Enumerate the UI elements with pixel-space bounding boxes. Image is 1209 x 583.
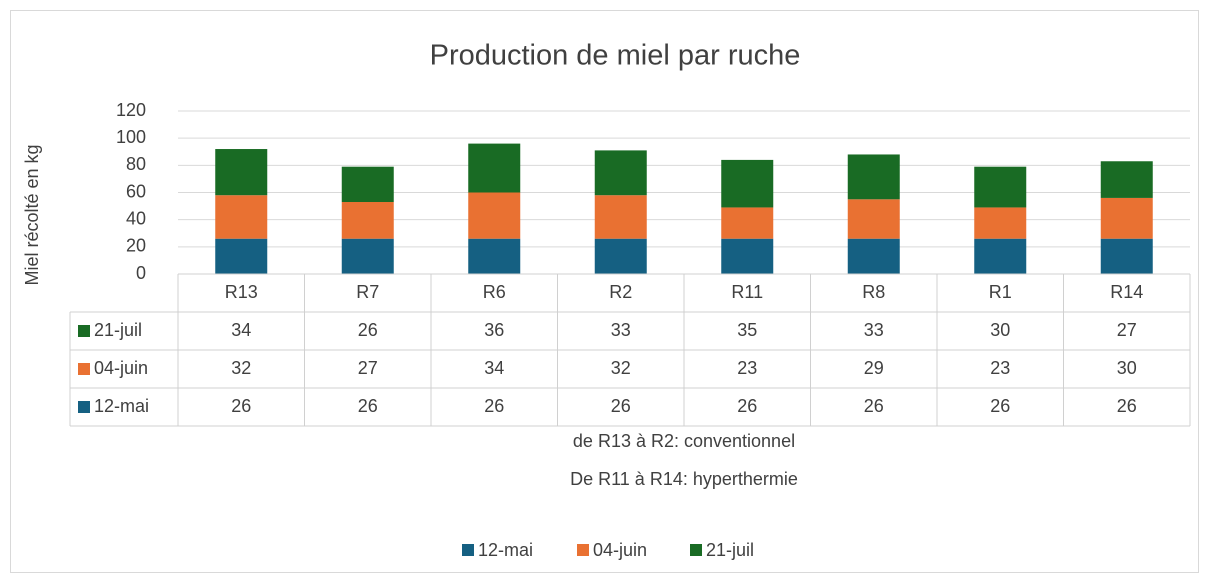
bar-segment	[341, 166, 394, 203]
x-tick-label: R6	[483, 282, 506, 302]
table-cell: 26	[358, 396, 378, 416]
table-cell: 35	[737, 320, 757, 340]
x-tick-label: R11	[731, 282, 763, 302]
table-cell: 30	[990, 320, 1010, 340]
bar-segment	[847, 238, 900, 274]
bar-segment	[974, 238, 1027, 274]
bar-segment	[847, 154, 900, 200]
table-cell: 26	[1117, 396, 1137, 416]
table-legend-key	[78, 363, 90, 375]
bar-segment	[468, 238, 521, 274]
table-cell: 26	[358, 320, 378, 340]
y-axis-label: Miel récolté en kg	[22, 144, 42, 285]
bar-segment	[594, 238, 647, 274]
y-tick-label: 100	[116, 127, 146, 147]
bar-segment	[594, 195, 647, 239]
table-cell: 34	[231, 320, 251, 340]
bar-segment	[341, 238, 394, 274]
bar-segment	[721, 207, 774, 239]
table-row-label: 21-juil	[94, 320, 142, 340]
table-cell: 33	[864, 320, 884, 340]
table-cell: 23	[737, 358, 757, 378]
table-cell: 26	[231, 396, 251, 416]
table-cell: 23	[990, 358, 1010, 378]
chart-title: Production de miel par ruche	[430, 40, 801, 72]
table-cell: 26	[611, 396, 631, 416]
y-tick-label: 20	[126, 236, 146, 256]
x-tick-label: R14	[1110, 282, 1143, 302]
bar-segment	[974, 207, 1027, 239]
table-legend-key	[78, 325, 90, 337]
y-tick-label: 80	[126, 154, 146, 174]
table-cell: 34	[484, 358, 504, 378]
legend-label: 12-mai	[478, 540, 533, 560]
x-tick-label: R1	[989, 282, 1012, 302]
table-cell: 30	[1117, 358, 1137, 378]
table-cell: 29	[864, 358, 884, 378]
x-axis-label: de R13 à R2: conventionnel	[573, 431, 795, 451]
x-tick-label: R8	[862, 282, 885, 302]
y-tick-label: 0	[136, 263, 146, 283]
bar-segment	[215, 238, 268, 274]
legend-key	[462, 544, 474, 556]
bar-segment	[215, 149, 268, 196]
bar-segment	[468, 192, 521, 239]
table-row-label: 04-juin	[94, 358, 148, 378]
bar-segment	[594, 150, 647, 196]
x-tick-label: R13	[225, 282, 258, 302]
x-tick-label: R7	[356, 282, 379, 302]
legend-label: 04-juin	[593, 540, 647, 560]
table-cell: 26	[737, 396, 757, 416]
bar-segment	[721, 238, 774, 274]
bar-segment	[468, 143, 521, 193]
table-cell: 32	[231, 358, 251, 378]
bar-segment	[341, 202, 394, 239]
bar-segment	[1100, 197, 1153, 239]
table-cell: 33	[611, 320, 631, 340]
bar-segment	[721, 159, 774, 208]
table-cell: 27	[1117, 320, 1137, 340]
x-axis-label: De R11 à R14: hyperthermie	[570, 469, 798, 489]
y-tick-label: 60	[126, 181, 146, 201]
table-cell: 27	[358, 358, 378, 378]
y-tick-label: 40	[126, 208, 146, 228]
legend-key	[690, 544, 702, 556]
bar-segment	[1100, 238, 1153, 274]
bar-segment	[847, 199, 900, 239]
table-cell: 32	[611, 358, 631, 378]
legend-key	[577, 544, 589, 556]
table-cell: 26	[484, 396, 504, 416]
y-tick-label: 120	[116, 100, 146, 120]
table-cell: 26	[990, 396, 1010, 416]
table-cell: 36	[484, 320, 504, 340]
table-legend-key	[78, 401, 90, 413]
table-row-label: 12-mai	[94, 396, 149, 416]
x-tick-label: R2	[609, 282, 632, 302]
table-cell: 26	[864, 396, 884, 416]
chart-border	[10, 10, 1199, 573]
bar-segment	[215, 195, 268, 239]
legend-label: 21-juil	[706, 540, 754, 560]
bar-segment	[1100, 161, 1153, 198]
bar-segment	[974, 166, 1027, 208]
